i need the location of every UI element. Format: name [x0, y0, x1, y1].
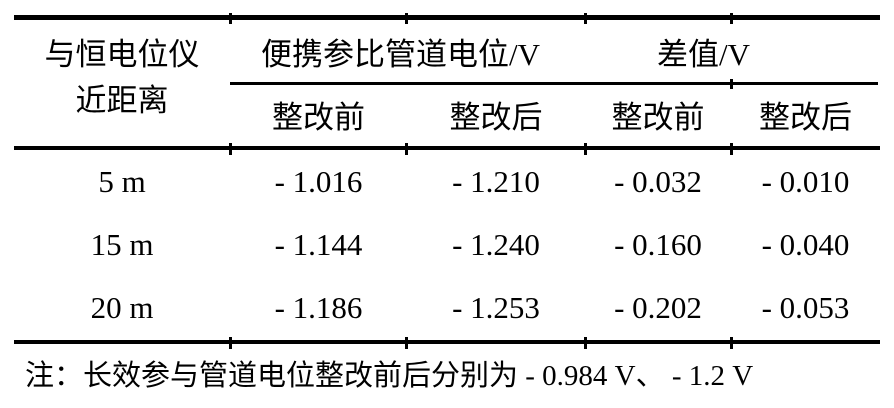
- group-header-portable-reference-potential: 便携参比管道电位/V: [261, 36, 540, 72]
- column-boundary-tick: [584, 337, 587, 349]
- column-boundary-tick: [405, 13, 408, 24]
- table-cell: - 1.210: [452, 163, 540, 199]
- column-boundary-tick: [730, 79, 733, 89]
- column-boundary-tick: [405, 143, 408, 155]
- row-header-line2: 近距离: [75, 83, 169, 118]
- sub-header-spacer: [14, 86, 230, 142]
- table-row: 15 m - 1.144 - 1.240 - 0.160 - 0.040: [14, 213, 880, 276]
- table-top-rule: [14, 15, 880, 20]
- distance-cell: 20 m: [90, 290, 154, 326]
- table-footnote: 注：长效参与管道电位整改前后分别为 - 0.984 V、 - 1.2 V: [25, 360, 754, 392]
- table-cell: - 0.032: [614, 163, 702, 199]
- column-boundary-tick: [229, 13, 232, 24]
- sub-header-row: 整改前 整改后 整改前 整改后: [14, 86, 880, 142]
- column-boundary-tick: [229, 143, 232, 155]
- table-body: 5 m - 1.016 - 1.210 - 0.032 - 0.010 15 m…: [14, 150, 880, 340]
- group-header-spacer: [14, 22, 230, 80]
- column-boundary-tick: [730, 13, 733, 24]
- table-cell: - 0.040: [761, 226, 850, 262]
- sub-header-after-1: 整改后: [449, 99, 543, 135]
- column-boundary-tick: [229, 337, 232, 349]
- row-header: 与恒电位仪 近距离: [14, 32, 230, 124]
- header-spanner-rule: [230, 82, 878, 85]
- table-cell: - 1.144: [274, 226, 363, 262]
- group-header-difference: 差值/V: [657, 36, 750, 72]
- sub-header-after-2: 整改后: [759, 99, 852, 135]
- distance-cell: 15 m: [90, 226, 154, 262]
- row-header-line1: 与恒电位仪: [44, 37, 200, 72]
- column-boundary-tick: [584, 13, 587, 24]
- header-bottom-rule: [14, 146, 880, 150]
- sub-header-before-2: 整改前: [611, 99, 705, 135]
- table-cell: - 1.016: [274, 163, 363, 199]
- table-cell: - 1.186: [274, 290, 363, 326]
- table-row: 5 m - 1.016 - 1.210 - 0.032 - 0.010: [14, 150, 880, 213]
- sub-header-before-1: 整改前: [272, 99, 365, 135]
- column-boundary-tick: [584, 143, 587, 155]
- column-boundary-tick: [730, 143, 733, 155]
- column-boundary-tick: [405, 337, 408, 349]
- table-cell: - 0.160: [614, 226, 702, 262]
- table-cell: - 0.202: [614, 290, 702, 326]
- table-cell: - 1.253: [452, 290, 540, 326]
- distance-cell: 5 m: [98, 163, 146, 199]
- table-cell: - 0.053: [761, 290, 850, 326]
- table-row: 20 m - 1.186 - 1.253 - 0.202 - 0.053: [14, 277, 880, 340]
- table-bottom-rule: [14, 340, 880, 344]
- table-cell: - 1.240: [452, 226, 540, 262]
- table-cell: - 0.010: [761, 163, 850, 199]
- column-boundary-tick: [730, 337, 733, 349]
- group-header-row: 便携参比管道电位/V 差值/V: [14, 22, 880, 80]
